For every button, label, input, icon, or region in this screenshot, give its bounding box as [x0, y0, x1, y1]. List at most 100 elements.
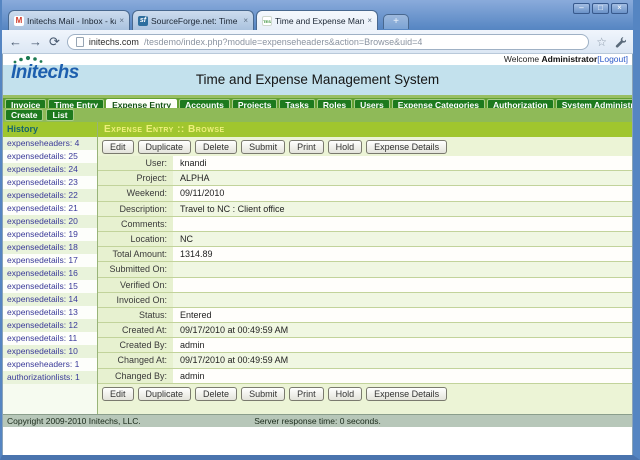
browser-tab-tes-active[interactable]: TES Time and Expense Manage... × — [256, 10, 378, 30]
field-label: Status: — [98, 307, 173, 323]
browser-toolbar: ← → ⟳ initechs.com /tesdemo/index.php?mo… — [2, 30, 633, 54]
browser-titlebar: – □ × M Initechs Mail - Inbox - kallol..… — [2, 0, 633, 30]
tes-favicon-icon: TES — [262, 15, 272, 26]
nav-tab-system-administration[interactable]: System Administration — [555, 99, 632, 108]
history-header: History — [3, 122, 97, 137]
field-row-changed-at: Changed At: 09/17/2010 at 00:49:59 AM — [98, 353, 632, 369]
edit-button[interactable]: Edit — [102, 386, 134, 401]
history-item[interactable]: expenseheaders: 1 — [3, 358, 97, 371]
field-value: 09/17/2010 at 00:49:59 AM — [173, 323, 632, 338]
field-value — [173, 216, 632, 231]
sub-nav-list[interactable]: List — [46, 109, 74, 121]
nav-tab-expense-entry[interactable]: Expense Entry — [106, 99, 178, 108]
forward-icon[interactable]: → — [29, 34, 42, 49]
field-row-total-amount: Total Amount: 1314.89 — [98, 247, 632, 263]
history-item[interactable]: expensedetails: 14 — [3, 293, 97, 306]
history-list: expenseheaders: 4 expensedetails: 25 exp… — [3, 137, 97, 384]
edit-button[interactable]: Edit — [102, 139, 134, 154]
web-page: Welcome Administrator[Logout] Time and E… — [2, 54, 633, 455]
field-value: NC — [173, 231, 632, 247]
bookmark-star-icon[interactable]: ☆ — [596, 34, 607, 49]
history-item[interactable]: expensedetails: 20 — [3, 215, 97, 228]
field-label: Project: — [98, 171, 173, 186]
field-row-changed-by: Changed By: admin — [98, 368, 632, 384]
print-button[interactable]: Print — [289, 139, 324, 154]
field-row-verified-on: Verified On: — [98, 277, 632, 293]
history-item[interactable]: expenseheaders: 4 — [3, 137, 97, 150]
main-nav: Invoice Time Entry Expense Entry Account… — [3, 95, 632, 108]
history-item[interactable]: expensedetails: 25 — [3, 150, 97, 163]
username: Administrator — [541, 54, 598, 64]
history-item[interactable]: expensedetails: 12 — [3, 319, 97, 332]
history-item[interactable]: expensedetails: 21 — [3, 202, 97, 215]
server-response-text: Server response time: 0 seconds. — [254, 416, 381, 426]
action-buttons-bottom: Edit Duplicate Delete Submit Print Hold … — [98, 384, 632, 403]
submit-button[interactable]: Submit — [241, 139, 286, 154]
tab-title: Initechs Mail - Inbox - kallol... — [27, 15, 116, 26]
history-item[interactable]: expensedetails: 10 — [3, 345, 97, 358]
history-item[interactable]: expensedetails: 18 — [3, 241, 97, 254]
close-window-button[interactable]: × — [611, 3, 628, 14]
expense-details-button[interactable]: Expense Details — [366, 386, 448, 401]
logout-link[interactable]: [Logout] — [597, 54, 628, 64]
new-tab-button[interactable]: + — [383, 14, 409, 29]
field-value: admin — [173, 338, 632, 353]
history-item[interactable]: expensedetails: 16 — [3, 267, 97, 280]
minimize-button[interactable]: – — [573, 3, 590, 14]
sub-nav-create[interactable]: Create — [5, 109, 44, 121]
nav-tab-invoice[interactable]: Invoice — [5, 99, 47, 108]
maximize-button[interactable]: □ — [592, 3, 609, 14]
nav-tab-roles[interactable]: Roles — [316, 99, 353, 108]
field-row-project: Project: ALPHA — [98, 171, 632, 187]
delete-button[interactable]: Delete — [195, 139, 238, 154]
browser-tab-mail[interactable]: M Initechs Mail - Inbox - kallol... × — [8, 10, 130, 30]
sub-nav: Create List — [3, 108, 632, 122]
browser-tab-sourceforge[interactable]: sf SourceForge.net: Time and... × — [132, 10, 254, 30]
history-item[interactable]: expensedetails: 13 — [3, 306, 97, 319]
field-row-status: Status: Entered — [98, 307, 632, 324]
nav-tab-projects[interactable]: Projects — [231, 99, 278, 108]
history-item[interactable]: expensedetails: 24 — [3, 163, 97, 176]
close-tab-icon[interactable]: × — [119, 16, 124, 25]
reload-icon[interactable]: ⟳ — [49, 34, 60, 49]
nav-tab-expense-categories[interactable]: Expense Categories — [391, 99, 485, 108]
history-sidebar: History expenseheaders: 4 expensedetails… — [3, 122, 98, 414]
duplicate-button[interactable]: Duplicate — [137, 386, 192, 401]
field-value: 09/17/2010 at 00:49:59 AM — [173, 353, 632, 368]
delete-button[interactable]: Delete — [195, 386, 238, 401]
field-value: ALPHA — [173, 171, 632, 186]
history-item[interactable]: expensedetails: 11 — [3, 332, 97, 345]
print-button[interactable]: Print — [289, 386, 324, 401]
nav-tab-authorization[interactable]: Authorization — [486, 99, 554, 108]
field-row-description: Description: Travel to NC : Client offic… — [98, 201, 632, 217]
field-value: Entered — [173, 307, 632, 323]
nav-tab-users[interactable]: Users — [354, 99, 390, 108]
field-value — [173, 277, 632, 292]
history-item[interactable]: expensedetails: 17 — [3, 254, 97, 267]
initechs-logo[interactable]: Initechs — [11, 56, 79, 83]
hold-button[interactable]: Hold — [327, 139, 363, 154]
wrench-menu-icon[interactable] — [614, 36, 626, 48]
submit-button[interactable]: Submit — [241, 386, 286, 401]
field-label: Description: — [98, 201, 173, 216]
back-icon[interactable]: ← — [9, 34, 22, 49]
history-item[interactable]: expensedetails: 15 — [3, 280, 97, 293]
history-item[interactable]: authorizationlists: 1 — [3, 371, 97, 384]
history-item[interactable]: expensedetails: 22 — [3, 189, 97, 202]
expense-details-button[interactable]: Expense Details — [366, 139, 448, 154]
history-item[interactable]: expensedetails: 23 — [3, 176, 97, 189]
nav-tab-accounts[interactable]: Accounts — [179, 99, 230, 108]
nav-tab-tasks[interactable]: Tasks — [279, 99, 315, 108]
history-item[interactable]: expensedetails: 19 — [3, 228, 97, 241]
hold-button[interactable]: Hold — [327, 386, 363, 401]
close-tab-icon[interactable]: × — [243, 16, 248, 25]
nav-tab-time-entry[interactable]: Time Entry — [48, 99, 105, 108]
duplicate-button[interactable]: Duplicate — [137, 139, 192, 154]
address-bar[interactable]: initechs.com /tesdemo/index.php?module=e… — [66, 33, 590, 50]
close-tab-icon[interactable]: × — [367, 16, 372, 25]
field-label: Comments: — [98, 216, 173, 231]
content-area: History expenseheaders: 4 expensedetails… — [3, 122, 632, 414]
expense-detail-table: User: knandi Project: ALPHA Weekend: 09/… — [98, 156, 632, 384]
field-label: Weekend: — [98, 186, 173, 201]
